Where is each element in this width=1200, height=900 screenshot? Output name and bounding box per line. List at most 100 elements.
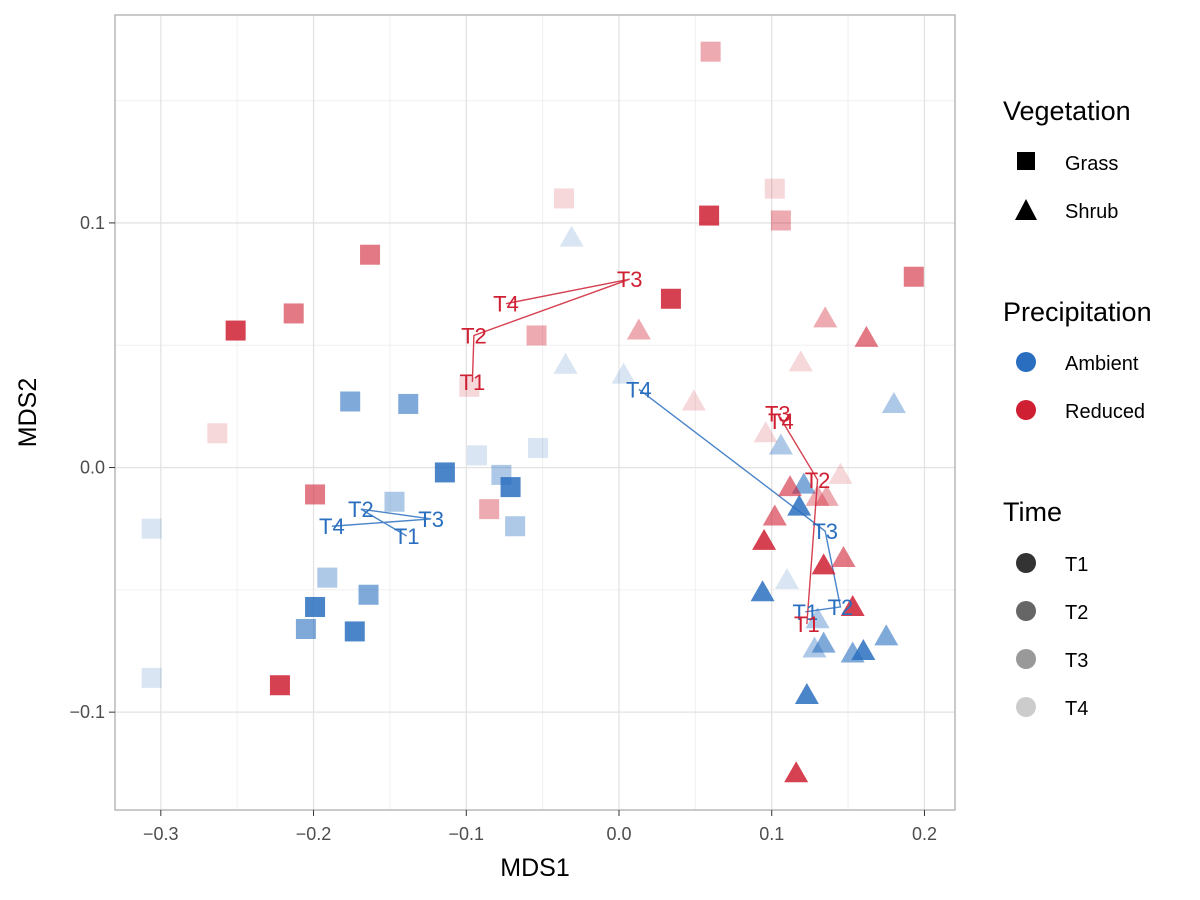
y-tick-label: 0.1 [80,213,105,233]
centroid-label-t2: T2 [348,497,374,522]
legend-t1-dot [1016,553,1036,573]
point-shrub-ambient-t4 [553,352,578,374]
legend-t4-dot [1016,697,1036,717]
axis-ticks: −0.3 −0.2 −0.1 0.0 0.1 0.2 −0.1 0.0 0.1 [69,213,937,844]
centroid-label-t1: T1 [792,600,818,625]
centroid-label-t4: T4 [493,292,519,317]
point-grass-ambient-t3 [317,567,338,588]
point-shrub-reduced-t1 [811,553,836,575]
point-grass-reduced-t4 [554,188,575,209]
legend-time: Time T1 T2 T3 T4 [1003,497,1088,720]
point-shrub-reduced-t1 [752,528,777,550]
data-points [141,41,924,783]
y-tick-label: −0.1 [69,702,105,722]
y-axis-title: MDS2 [14,378,42,447]
point-shrub-reduced-t4 [788,350,813,372]
point-grass-reduced-t2 [903,266,924,287]
centroid-label-t3: T3 [418,507,444,532]
point-shrub-ambient-t4 [611,362,636,384]
point-shrub-reduced-t4 [681,389,706,411]
point-grass-ambient-t3 [491,464,512,485]
point-grass-reduced-t3 [700,41,721,62]
legend-label-t3: T3 [1065,650,1088,672]
point-shrub-reduced-t3 [805,484,830,506]
legend-t2-dot [1016,601,1036,621]
point-grass-reduced-t1 [699,205,720,226]
point-grass-ambient-t3 [384,491,405,512]
point-grass-ambient-t4 [141,518,162,539]
legend-title-vegetation: Vegetation [1003,96,1131,126]
point-grass-reduced-t4 [207,423,228,444]
centroid-label-t2: T2 [461,323,487,348]
x-tick-label: −0.3 [143,824,179,844]
centroid-label-t1: T1 [794,612,820,637]
point-shrub-ambient-t2 [874,624,899,646]
legend-shrub-triangle [1015,199,1037,220]
centroid-label-t4: T4 [768,409,794,434]
legend-grass-square [1017,152,1035,170]
point-shrub-ambient-t2 [840,641,865,663]
point-shrub-ambient-t4 [775,568,799,590]
x-tick-label: 0.2 [912,824,937,844]
legend-title-precipitation: Precipitation [1003,297,1152,327]
point-shrub-reduced-t1 [784,761,809,783]
point-grass-reduced-t2 [283,303,304,324]
point-grass-ambient-t1 [305,596,326,617]
point-shrub-reduced-t2 [831,546,856,568]
point-grass-ambient-t2 [358,584,379,605]
point-grass-ambient-t2 [398,393,419,414]
point-shrub-reduced-t3 [814,484,839,506]
legend-label-shrub: Shrub [1065,201,1118,223]
point-grass-reduced-t1 [225,320,246,341]
point-grass-reduced-t4 [764,178,785,199]
legend: Vegetation Grass Shrub Precipitation Amb… [1003,96,1152,720]
trajectory-lines [331,278,842,625]
legend-reduced-dot [1016,400,1036,420]
point-grass-ambient-t4 [141,667,162,688]
point-grass-ambient-t3 [505,516,526,537]
point-shrub-ambient-t3 [768,433,793,455]
point-grass-ambient-t2 [295,618,316,639]
centroid-label-t3: T3 [617,267,643,292]
point-shrub-ambient-t1 [750,580,775,602]
centroid-label-t3: T3 [812,519,838,544]
point-grass-reduced-t3 [526,325,547,346]
point-shrub-reduced-t2 [762,504,787,526]
legend-title-time: Time [1003,497,1062,527]
point-grass-ambient-t1 [500,477,521,498]
x-tick-label: 0.1 [759,824,784,844]
trajectory-shrub-reduced [777,413,819,625]
point-grass-ambient-t4 [528,437,549,458]
legend-ambient-dot [1016,352,1036,372]
legend-vegetation: Vegetation Grass Shrub [1003,96,1131,223]
point-shrub-ambient-t3 [805,607,830,629]
point-shrub-ambient-t2 [791,472,816,494]
centroid-label-t2: T2 [805,468,831,493]
point-shrub-reduced-t4 [828,462,853,484]
grid [115,15,955,810]
point-grass-ambient-t4 [466,445,487,466]
centroid-label-t2: T2 [828,595,854,620]
point-grass-reduced-t2 [360,244,381,265]
point-shrub-ambient-t4 [559,225,584,247]
point-shrub-reduced-t1 [840,594,865,616]
legend-label-t4: T4 [1065,698,1088,720]
point-shrub-reduced-t2 [854,325,879,347]
point-grass-ambient-t2 [340,391,361,412]
legend-label-grass: Grass [1065,153,1118,175]
centroid-label-t1: T1 [394,524,420,549]
y-tick-label: 0.0 [80,458,105,478]
point-shrub-ambient-t1 [794,683,819,705]
point-grass-reduced-t3 [479,499,500,520]
x-tick-label: −0.1 [448,824,484,844]
point-grass-reduced-t3 [770,210,791,231]
point-grass-reduced-t4 [459,376,480,397]
point-shrub-ambient-t3 [881,391,906,413]
centroid-label-t1: T1 [460,370,486,395]
point-shrub-reduced-t2 [778,475,803,497]
legend-precipitation: Precipitation Ambient Reduced [1003,297,1152,423]
point-shrub-reduced-t4 [753,421,778,443]
legend-label-t1: T1 [1065,554,1088,576]
